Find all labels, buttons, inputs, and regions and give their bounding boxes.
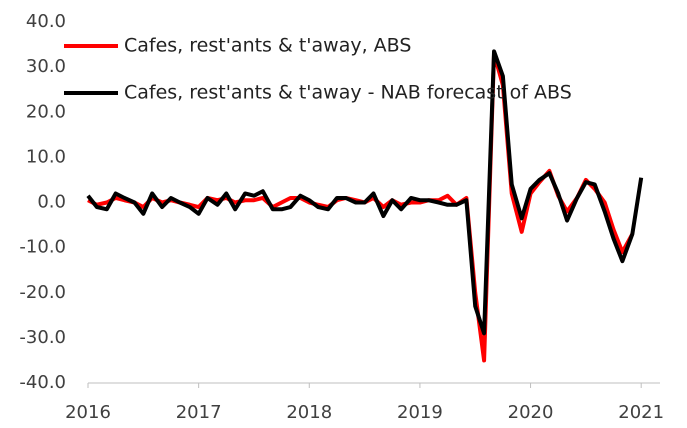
x-tick-label: 2017 bbox=[176, 402, 222, 423]
x-tick-label: 2016 bbox=[65, 402, 111, 423]
series-line bbox=[86, 49, 644, 336]
x-tick-label: 2020 bbox=[508, 402, 554, 423]
x-tick-label: 2019 bbox=[397, 402, 443, 423]
y-tick-label: -20.0 bbox=[19, 282, 66, 303]
y-tick-label: 30.0 bbox=[26, 56, 66, 77]
legend-label: Cafes, rest'ants & t'away - NAB forecast… bbox=[124, 82, 572, 104]
x-tick-label: 2021 bbox=[618, 402, 664, 423]
x-tick-label: 2018 bbox=[286, 402, 332, 423]
y-tick-label: -10.0 bbox=[19, 237, 66, 258]
y-tick-label: 0.0 bbox=[37, 192, 66, 213]
legend-label: Cafes, rest'ants & t'away, ABS bbox=[124, 35, 411, 57]
y-tick-label: -30.0 bbox=[19, 327, 66, 348]
y-tick-label: 20.0 bbox=[26, 101, 66, 122]
y-tick-label: -40.0 bbox=[19, 372, 66, 393]
y-tick-label: 40.0 bbox=[26, 11, 66, 32]
y-tick-label: 10.0 bbox=[26, 146, 66, 167]
